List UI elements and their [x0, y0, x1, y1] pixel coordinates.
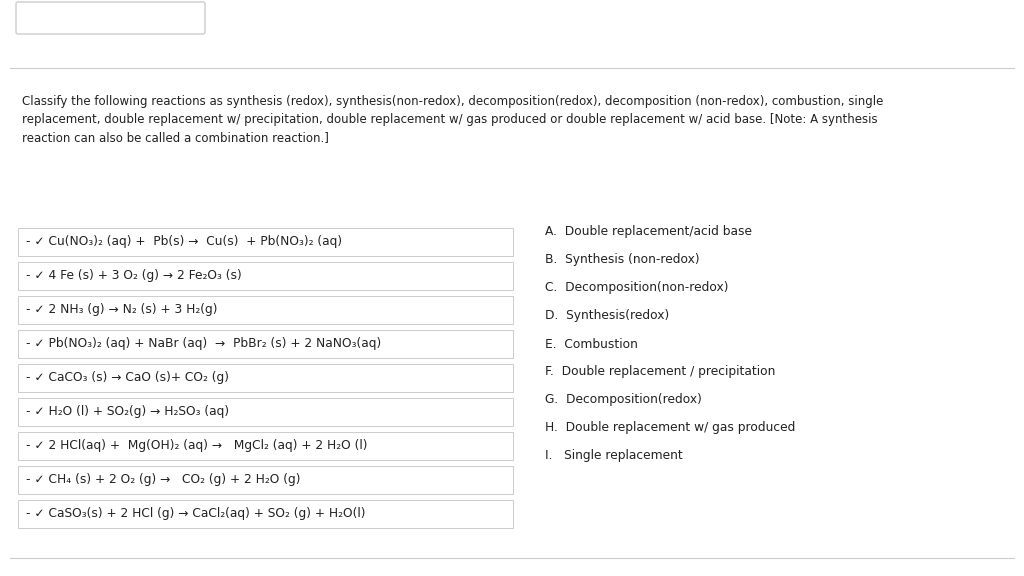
FancyBboxPatch shape — [18, 296, 513, 324]
Text: - ✓ 4 Fe (s) + 3 O₂ (g) → 2 Fe₂O₃ (s): - ✓ 4 Fe (s) + 3 O₂ (g) → 2 Fe₂O₃ (s) — [26, 270, 242, 282]
Text: I.   Single replacement: I. Single replacement — [545, 449, 683, 463]
Text: - ✓ CH₄ (s) + 2 O₂ (g) →   CO₂ (g) + 2 H₂O (g): - ✓ CH₄ (s) + 2 O₂ (g) → CO₂ (g) + 2 H₂O… — [26, 473, 300, 487]
Text: A.  Double replacement/acid base: A. Double replacement/acid base — [545, 225, 752, 238]
Text: - ✓ 2 NH₃ (g) → N₂ (s) + 3 H₂(g): - ✓ 2 NH₃ (g) → N₂ (s) + 3 H₂(g) — [26, 304, 217, 316]
Text: C.  Decomposition(non-redox): C. Decomposition(non-redox) — [545, 282, 728, 294]
Text: G.  Decomposition(redox): G. Decomposition(redox) — [545, 393, 701, 407]
Text: Classify the following reactions as synthesis (redox), synthesis(non-redox), dec: Classify the following reactions as synt… — [22, 95, 884, 144]
Text: - ✓ 2 HCl(aq) +  Mg(OH)₂ (aq) →   MgCl₂ (aq) + 2 H₂O (l): - ✓ 2 HCl(aq) + Mg(OH)₂ (aq) → MgCl₂ (aq… — [26, 439, 368, 453]
Text: E.  Combustion: E. Combustion — [545, 338, 638, 351]
Text: - ✓ Cu(NO₃)₂ (aq) +  Pb(s) →  Cu(s)  + Pb(NO₃)₂ (aq): - ✓ Cu(NO₃)₂ (aq) + Pb(s) → Cu(s) + Pb(N… — [26, 236, 342, 248]
FancyBboxPatch shape — [18, 500, 513, 528]
FancyBboxPatch shape — [16, 2, 205, 34]
Text: - ✓ H₂O (l) + SO₂(g) → H₂SO₃ (aq): - ✓ H₂O (l) + SO₂(g) → H₂SO₃ (aq) — [26, 406, 229, 419]
Text: H.  Double replacement w/ gas produced: H. Double replacement w/ gas produced — [545, 422, 796, 434]
FancyBboxPatch shape — [18, 466, 513, 494]
Text: B.  Synthesis (non-redox): B. Synthesis (non-redox) — [545, 253, 699, 267]
Text: - ✓ CaCO₃ (s) → CaO (s)+ CO₂ (g): - ✓ CaCO₃ (s) → CaO (s)+ CO₂ (g) — [26, 372, 229, 385]
Text: F.  Double replacement / precipitation: F. Double replacement / precipitation — [545, 366, 775, 378]
Text: - ✓ Pb(NO₃)₂ (aq) + NaBr (aq)  →  PbBr₂ (s) + 2 NaNO₃(aq): - ✓ Pb(NO₃)₂ (aq) + NaBr (aq) → PbBr₂ (s… — [26, 338, 381, 351]
Text: D.  Synthesis(redox): D. Synthesis(redox) — [545, 309, 670, 323]
FancyBboxPatch shape — [18, 262, 513, 290]
FancyBboxPatch shape — [18, 228, 513, 256]
FancyBboxPatch shape — [18, 398, 513, 426]
FancyBboxPatch shape — [18, 432, 513, 460]
FancyBboxPatch shape — [18, 330, 513, 358]
FancyBboxPatch shape — [18, 364, 513, 392]
Text: - ✓ CaSO₃(s) + 2 HCl (g) → CaCl₂(aq) + SO₂ (g) + H₂O(l): - ✓ CaSO₃(s) + 2 HCl (g) → CaCl₂(aq) + S… — [26, 507, 366, 521]
